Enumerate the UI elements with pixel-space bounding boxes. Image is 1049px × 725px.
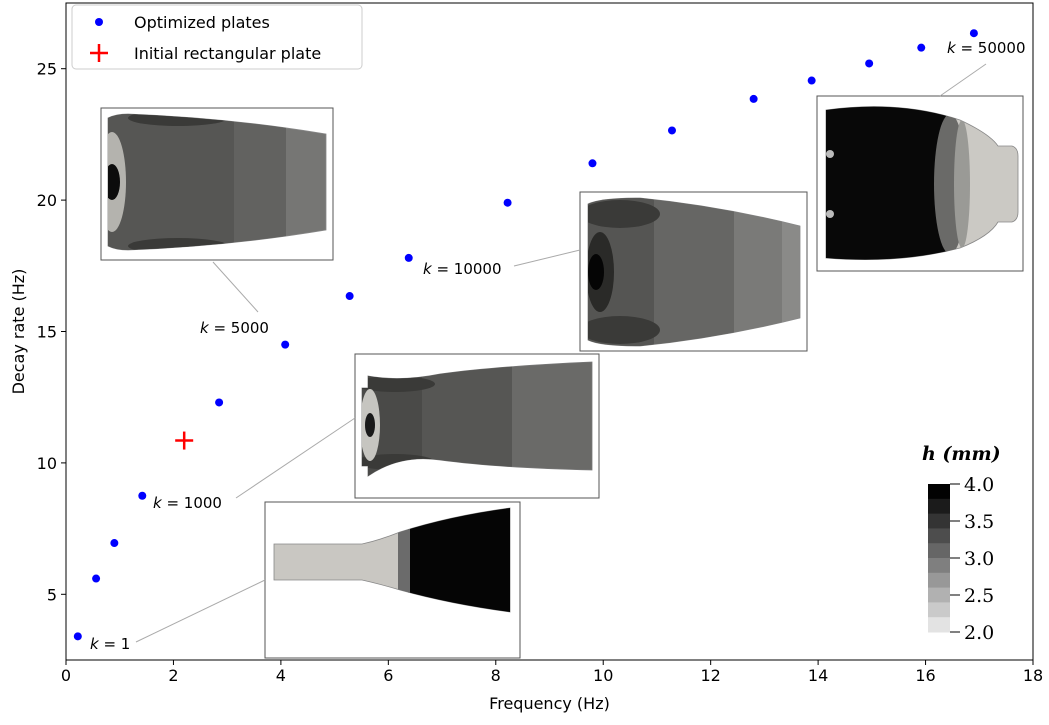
colorbar-tick-label: 2.5: [964, 585, 994, 607]
leader-k50000: [939, 63, 987, 97]
leader-k5000: [212, 261, 259, 313]
optimized-plate-point: [404, 253, 413, 262]
optimized-plate-point: [588, 159, 597, 168]
inset-plate-k5000: [100, 107, 334, 261]
colorbar-swatch: [928, 528, 950, 544]
annotation-label-k5000: k = 5000: [200, 319, 269, 337]
colorbar-swatch: [928, 572, 950, 589]
optimized-plate-point: [73, 632, 82, 641]
y-tick-label: 20: [37, 191, 57, 210]
x-tick-label: 2: [168, 666, 178, 685]
optimized-plate-point: [345, 292, 354, 301]
optimized-plate-point: [503, 198, 512, 207]
annotation-label-k50000: k = 50000: [947, 39, 1026, 57]
annotation-label-k10000: k = 10000: [423, 260, 502, 278]
x-tick-label: 12: [700, 666, 720, 685]
leader-k1000: [235, 417, 356, 499]
optimized-plate-point: [969, 29, 978, 38]
legend-label-optimized: Optimized plates: [134, 13, 270, 32]
colorbar-tick-label: 2.0: [964, 622, 994, 644]
inset-plate-k10000: [579, 191, 808, 352]
colorbar-swatch: [928, 617, 950, 633]
colorbar-swatch: [928, 558, 950, 574]
optimized-plate-point: [92, 574, 101, 583]
optimized-plate-point: [749, 94, 758, 103]
leader-k10000: [513, 249, 581, 267]
optimized-plate-point: [215, 398, 224, 407]
leader-k1: [135, 579, 266, 643]
annotation-label-k1: k = 1: [90, 635, 130, 653]
optimized-plate-point: [667, 126, 676, 135]
x-axis-label: Frequency (Hz): [489, 694, 610, 713]
legend-circle-marker: [95, 18, 103, 26]
x-tick-label: 18: [1023, 666, 1043, 685]
optimized-plate-point: [281, 340, 290, 349]
colorbar-tick-label: 3.0: [964, 548, 994, 570]
x-tick-label: 0: [61, 666, 71, 685]
inset-plate-k1: [264, 501, 521, 659]
colorbar-swatch: [928, 543, 950, 559]
x-tick-label: 8: [491, 666, 501, 685]
colorbar-swatch: [928, 602, 950, 618]
optimized-plate-point: [138, 491, 147, 500]
colorbar-swatch: [928, 513, 950, 529]
legend-label-initial: Initial rectangular plate: [134, 44, 321, 63]
colorbar-title: h (mm): [922, 443, 1001, 465]
y-tick-label: 10: [37, 454, 57, 473]
x-tick-label: 10: [593, 666, 613, 685]
x-tick-label: 14: [808, 666, 828, 685]
y-tick-label: 25: [37, 60, 57, 79]
colorbar-tick-label: 4.0: [964, 474, 994, 496]
optimized-plate-point: [807, 76, 816, 85]
colorbar-swatch: [928, 498, 950, 515]
y-tick-label: 15: [37, 323, 57, 342]
y-tick-label: 5: [47, 585, 57, 604]
legend-plus-marker: [90, 44, 108, 62]
initial-plate-point: [175, 431, 194, 450]
y-axis-label: Decay rate (Hz): [9, 269, 28, 395]
x-tick-label: 4: [276, 666, 286, 685]
colorbar: h (mm) 4.0 3.5 3.0 2.5 2.0: [922, 443, 1001, 644]
optimized-plate-point: [110, 539, 119, 548]
colorbar-swatch: [928, 484, 950, 500]
optimized-plate-point: [865, 59, 874, 68]
legend: Optimized plates Initial rectangular plat…: [71, 4, 363, 70]
x-tick-label: 6: [383, 666, 393, 685]
optimized-plate-point: [917, 43, 926, 52]
colorbar-swatch: [928, 587, 950, 603]
annotation-label-k1000: k = 1000: [153, 494, 222, 512]
inset-plate-k50000: [816, 95, 1024, 272]
colorbar-tick-label: 3.5: [964, 511, 994, 533]
x-tick-label: 16: [915, 666, 935, 685]
inset-plate-k1000: [354, 353, 600, 499]
